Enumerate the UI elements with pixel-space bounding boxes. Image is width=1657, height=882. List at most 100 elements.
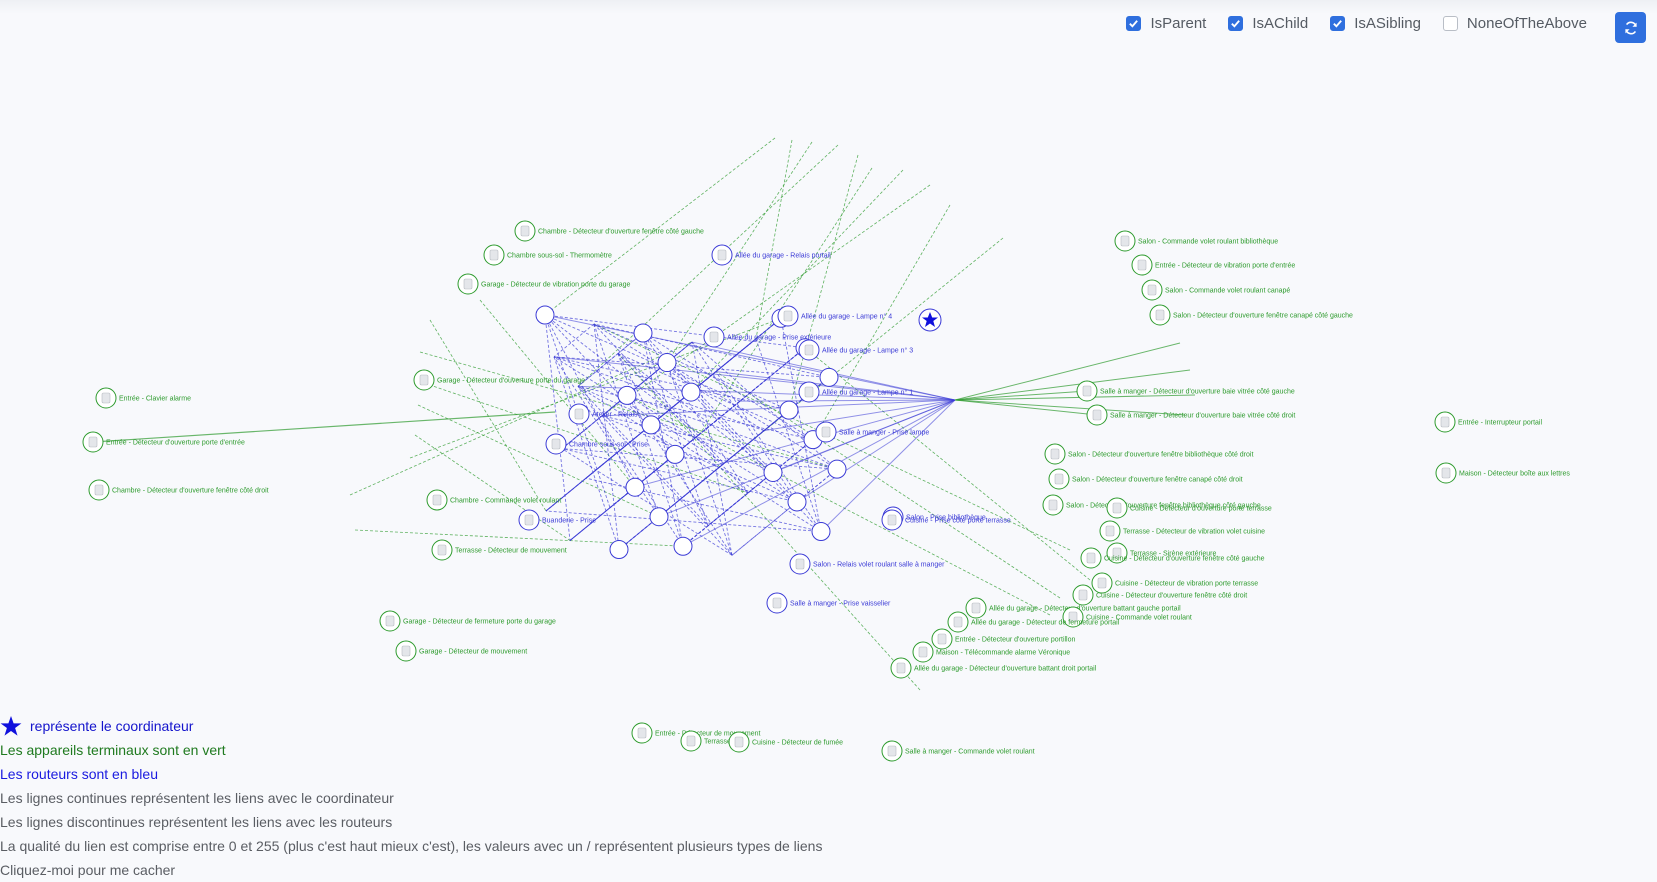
end-device-node[interactable]: Cuisine - Détecteur de fumée: [728, 731, 843, 753]
device-icon: [1086, 552, 1096, 564]
end-device-node[interactable]: Entrée - Clavier alarme: [95, 387, 191, 409]
filter-isparent[interactable]: IsParent: [1126, 15, 1206, 32]
router-node[interactable]: Allée du garage - Lampe n° 3: [798, 339, 913, 361]
device-label: Chambre sous-sol - Thermomètre: [507, 253, 612, 260]
end-device-node[interactable]: Terrasse - Sirène extérieure: [1106, 542, 1216, 564]
end-device-node[interactable]: Terrasse - Détecteur de mouvement: [431, 539, 567, 561]
router-node[interactable]: Buanderie - Prise: [518, 509, 596, 531]
device-label: Salon - Détecteur d'ouverture fenêtre ca…: [1072, 477, 1243, 484]
end-device-node[interactable]: Allée du garage - Détecteur de fermeture…: [947, 611, 1120, 633]
router-node[interactable]: Cuisine - Prise côté porte terrasse: [881, 509, 1011, 531]
device-icon: [551, 438, 561, 450]
hide-legend-link[interactable]: Cliquez-moi pour me cacher: [0, 862, 176, 878]
end-device-node[interactable]: Cuisine - Commande volet roulant: [1062, 606, 1192, 628]
end-device-node[interactable]: Maison - Détecteur boîte aux lettres: [1435, 462, 1570, 484]
end-device-node[interactable]: Chambre sous-sol - Thermomètre: [483, 244, 612, 266]
device-icon: [1078, 589, 1088, 601]
filter-isasibling[interactable]: IsASibling: [1330, 15, 1421, 32]
device-icon: [1097, 577, 1107, 589]
device-icon: [887, 745, 897, 757]
isasibling-checkbox[interactable]: [1330, 16, 1346, 31]
device-icon: [821, 426, 831, 438]
end-device-node[interactable]: Chambre - Détecteur d'ouverture fenêtre …: [88, 479, 269, 501]
end-device-node[interactable]: Cuisine - Détecteur d'ouverture fenêtre …: [1072, 584, 1247, 606]
device-label: Entrée - Interrupteur portail: [1458, 420, 1542, 427]
isachild-checkbox[interactable]: [1228, 16, 1244, 31]
device-label: Salon - Commande volet roulant bibliothè…: [1138, 239, 1278, 246]
end-device-node[interactable]: Terrasse - Détecteur de vibration volet …: [1099, 520, 1265, 542]
device-label: Salon - Prise bibliothèque: [906, 515, 986, 522]
filter-isachild[interactable]: IsAChild: [1228, 15, 1308, 32]
end-device-node[interactable]: Entrée - Détecteur de vibration porte d'…: [1131, 254, 1295, 276]
device-icon: [1068, 611, 1078, 623]
legend-coordinator: représente le coordinateur: [0, 714, 822, 738]
device-label: Buanderie - Prise: [542, 518, 596, 525]
device-icon: [686, 735, 696, 747]
end-device-node[interactable]: Salon - Détecteur d'ouverture fenêtre bi…: [1042, 494, 1261, 516]
end-device-node[interactable]: Entrée - Interrupteur portail: [1434, 411, 1542, 433]
end-device-node[interactable]: Cuisine - Détecteur d'ouverture fenêtre …: [1080, 547, 1265, 569]
device-icon: [437, 544, 447, 556]
end-device-node[interactable]: Salon - Détecteur d'ouverture fenêtre ca…: [1048, 468, 1243, 490]
router-node[interactable]: Allée du garage - Lampe n° 4: [777, 305, 892, 327]
router-node[interactable]: Allée du garage - Prise extérieure: [703, 326, 831, 348]
end-device-node[interactable]: Salle à manger - Détecteur d'ouverture b…: [1076, 380, 1295, 402]
device-icon: [783, 310, 793, 322]
device-label: Allée du garage - Lampe n° 1: [822, 389, 913, 397]
end-device-node[interactable]: Terrasse: [680, 730, 731, 752]
noneoftheabove-checkbox[interactable]: [1442, 16, 1458, 31]
device-icon: [804, 386, 814, 398]
device-icon: [520, 225, 530, 237]
device-label: Terrasse - Détecteur de mouvement: [455, 548, 567, 555]
device-label: Salle à manger - Détecteur d'ouverture b…: [1110, 413, 1295, 420]
end-device-node[interactable]: Garage - Détecteur de mouvement: [395, 640, 527, 662]
router-node[interactable]: Salle à manger - Prise vaisselier: [766, 592, 891, 614]
end-device-node[interactable]: Salon - Détecteur d'ouverture fenêtre bi…: [1044, 443, 1253, 465]
device-icon: [101, 392, 111, 404]
end-device-node[interactable]: Chambre - Détecteur d'ouverture fenêtre …: [514, 220, 704, 242]
legend-coordinator-text: représente le coordinateur: [30, 718, 194, 734]
end-device-node[interactable]: Salle à manger - Commande volet roulant: [881, 740, 1035, 762]
router-node[interactable]: Salle à manger - Prise lampe: [815, 421, 929, 443]
device-icon: [1440, 416, 1450, 428]
end-device-node[interactable]: Maison - Télécommande alarme Véronique: [912, 641, 1070, 663]
end-device-node[interactable]: Salon - Commande volet roulant bibliothè…: [1114, 230, 1278, 252]
router-node[interactable]: Chambre sous-sol - Prise: [545, 433, 648, 455]
device-icon: [432, 494, 442, 506]
device-icon: [709, 331, 719, 343]
device-label: Cuisine - Prise côté porte terrasse: [905, 518, 1011, 525]
end-device-node[interactable]: Garage - Détecteur de vibration porte du…: [457, 273, 631, 295]
end-device-node[interactable]: Cuisine - Détecteur de vibration porte t…: [1091, 572, 1258, 594]
device-label: Entrée - Détecteur de vibration porte d'…: [1155, 263, 1295, 270]
end-device-node[interactable]: Entrée - Détecteur d'ouverture portillon: [931, 628, 1076, 650]
device-icon: [1105, 525, 1115, 537]
end-device-node[interactable]: Cuisine - Détecteur d'ouverture porte te…: [1106, 497, 1272, 519]
end-device-node[interactable]: Chambre - Commande volet roulant: [426, 489, 561, 511]
refresh-button[interactable]: [1615, 12, 1646, 43]
device-label: Allée du garage - Lampe n° 3: [822, 347, 913, 355]
legend-routers: Les routeurs sont en bleu: [0, 766, 158, 782]
router-node[interactable]: Allée du garage - Lampe n° 1: [798, 381, 913, 403]
device-label: Terrasse - Détecteur de vibration volet …: [1123, 529, 1265, 536]
end-device-node[interactable]: Entrée - Détecteur d'ouverture porte d'e…: [82, 431, 245, 453]
router-node[interactable]: Salon - Relais volet roulant salle à man…: [789, 553, 945, 575]
device-icon: [1441, 467, 1451, 479]
filter-noneoftheabove[interactable]: NoneOfTheAbove: [1442, 15, 1587, 32]
isparent-checkbox[interactable]: [1126, 16, 1142, 31]
router-node[interactable]: Allée du garage - Relais portail: [711, 244, 831, 266]
end-device-node[interactable]: Salle à manger - Détecteur d'ouverture b…: [1086, 404, 1295, 426]
end-device-node[interactable]: Garage - Détecteur d'ouverture porte du …: [413, 369, 585, 391]
end-device-node[interactable]: Allée du garage - Détecteur d'ouverture …: [965, 597, 1181, 619]
device-label: Cuisine - Détecteur de vibration porte t…: [1115, 581, 1258, 588]
end-device-node[interactable]: Salon - Détecteur d'ouverture fenêtre ca…: [1149, 304, 1353, 326]
end-device-node[interactable]: Salon - Commande volet roulant canapé: [1141, 279, 1290, 301]
router-node[interactable]: Atelier - Relais: [568, 403, 638, 425]
device-label: Allée du garage - Relais portail: [735, 253, 831, 260]
device-icon: [637, 727, 647, 739]
device-icon: [971, 602, 981, 614]
end-device-node[interactable]: Garage - Détecteur de fermeture porte du…: [379, 610, 556, 632]
end-device-node[interactable]: Entrée - Détecteur de mouvement: [631, 722, 760, 744]
device-icon: [804, 344, 814, 356]
end-device-node[interactable]: Allée du garage - Détecteur d'ouverture …: [890, 657, 1097, 679]
